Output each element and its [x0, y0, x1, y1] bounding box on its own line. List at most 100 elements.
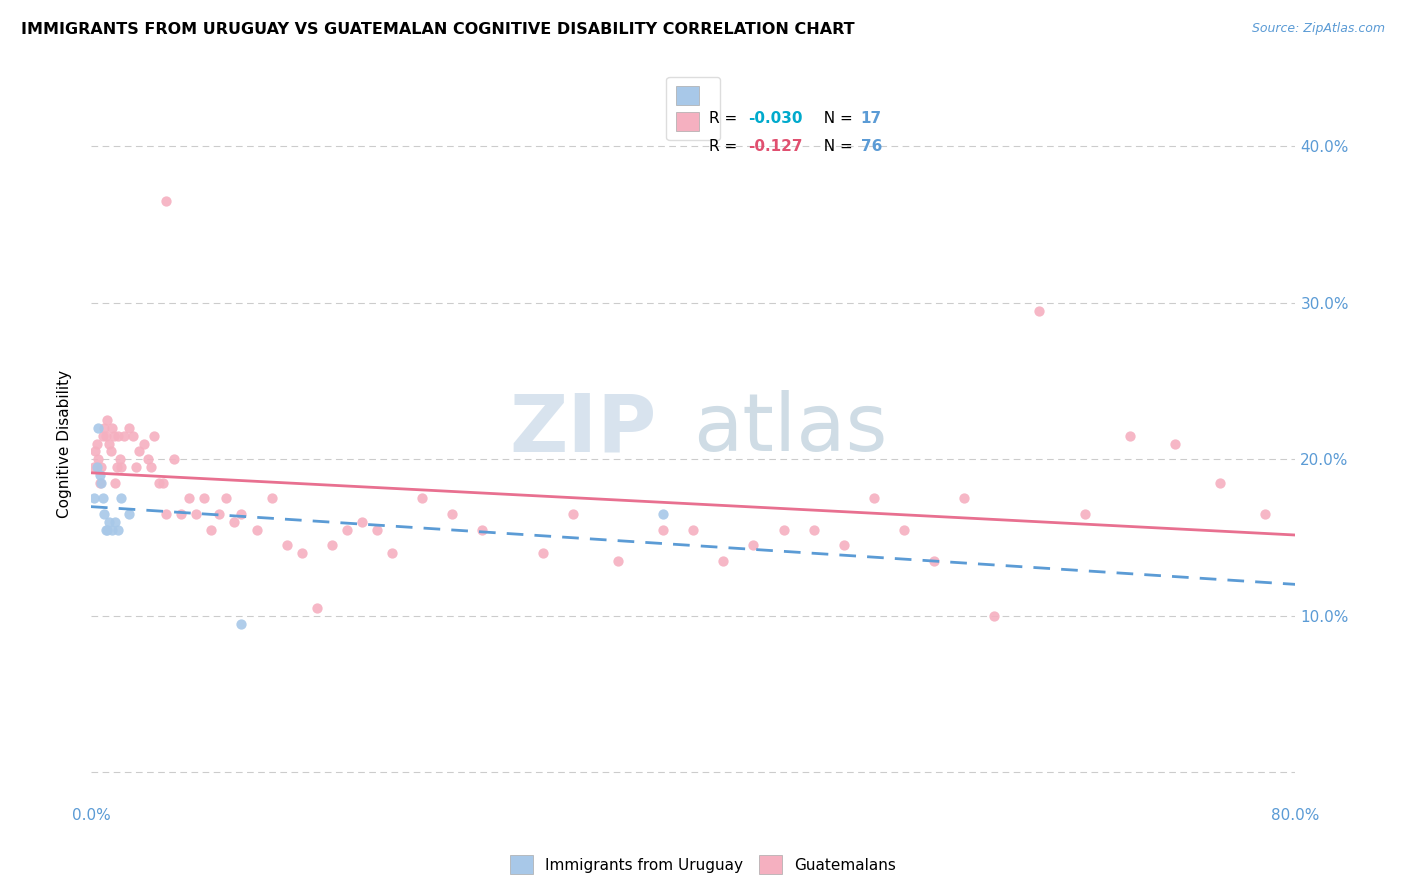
Text: IMMIGRANTS FROM URUGUAY VS GUATEMALAN COGNITIVE DISABILITY CORRELATION CHART: IMMIGRANTS FROM URUGUAY VS GUATEMALAN CO…	[21, 22, 855, 37]
Point	[91, 429, 114, 443]
Point	[141, 460, 163, 475]
Text: -0.030: -0.030	[748, 112, 803, 126]
Point	[953, 491, 976, 506]
Point	[321, 538, 343, 552]
Point	[276, 538, 298, 552]
Point	[98, 436, 121, 450]
Point	[105, 460, 128, 475]
Point	[350, 515, 373, 529]
Point	[336, 523, 359, 537]
Point	[103, 429, 125, 443]
Point	[1028, 303, 1050, 318]
Point	[143, 429, 166, 443]
Point	[86, 460, 108, 475]
Point	[305, 601, 328, 615]
Point	[90, 460, 112, 475]
Point	[117, 421, 139, 435]
Point	[83, 460, 105, 475]
Point	[922, 554, 945, 568]
Point	[98, 515, 121, 529]
Point	[561, 507, 583, 521]
Point	[136, 452, 159, 467]
Point	[606, 554, 628, 568]
Text: atlas: atlas	[693, 390, 887, 468]
Text: Source: ZipAtlas.com: Source: ZipAtlas.com	[1251, 22, 1385, 36]
Point	[893, 523, 915, 537]
Point	[155, 194, 177, 208]
Legend: Immigrants from Uruguay, Guatemalans: Immigrants from Uruguay, Guatemalans	[505, 849, 901, 880]
Point	[87, 421, 110, 435]
Point	[222, 515, 245, 529]
Point	[682, 523, 704, 537]
Point	[107, 429, 129, 443]
Point	[128, 444, 150, 458]
Point	[381, 546, 404, 560]
Point	[89, 475, 111, 490]
Point	[104, 515, 127, 529]
Point	[132, 436, 155, 450]
Text: 17: 17	[860, 112, 882, 126]
Point	[148, 475, 170, 490]
Point	[117, 507, 139, 521]
Point	[260, 491, 283, 506]
Point	[177, 491, 200, 506]
Point	[652, 507, 675, 521]
Point	[1254, 507, 1277, 521]
Point	[170, 507, 193, 521]
Point	[96, 523, 118, 537]
Point	[163, 452, 186, 467]
Point	[84, 444, 107, 458]
Point	[87, 452, 110, 467]
Point	[186, 507, 208, 521]
Text: R =: R =	[709, 139, 747, 154]
Point	[86, 436, 108, 450]
Text: N =: N =	[814, 112, 858, 126]
Point	[200, 523, 222, 537]
Point	[1119, 429, 1142, 443]
Point	[245, 523, 267, 537]
Point	[101, 523, 124, 537]
Point	[1164, 436, 1187, 450]
Point	[291, 546, 314, 560]
Point	[531, 546, 554, 560]
Point	[107, 523, 129, 537]
Point	[100, 444, 122, 458]
Point	[155, 507, 177, 521]
Point	[152, 475, 174, 490]
Y-axis label: Cognitive Disability: Cognitive Disability	[58, 369, 72, 517]
Point	[983, 608, 1005, 623]
Point	[108, 452, 131, 467]
Point	[125, 460, 148, 475]
Point	[90, 475, 112, 490]
Point	[772, 523, 794, 537]
Point	[83, 491, 105, 506]
Text: ZIP: ZIP	[510, 390, 657, 468]
Point	[803, 523, 825, 537]
Point	[208, 507, 231, 521]
Point	[112, 429, 135, 443]
Point	[91, 491, 114, 506]
Point	[89, 467, 111, 482]
Point	[122, 429, 145, 443]
Text: 76: 76	[860, 139, 882, 154]
Point	[863, 491, 886, 506]
Point	[231, 616, 253, 631]
Point	[193, 491, 215, 506]
Text: N =: N =	[814, 139, 858, 154]
Point	[231, 507, 253, 521]
Point	[104, 475, 127, 490]
Point	[96, 413, 118, 427]
Point	[94, 523, 117, 537]
Point	[110, 491, 132, 506]
Point	[742, 538, 765, 552]
Point	[471, 523, 494, 537]
Text: -0.127: -0.127	[748, 139, 803, 154]
Point	[652, 523, 675, 537]
Point	[215, 491, 238, 506]
Point	[101, 421, 124, 435]
Point	[1209, 475, 1232, 490]
Point	[411, 491, 433, 506]
Point	[711, 554, 734, 568]
Point	[441, 507, 464, 521]
Point	[366, 523, 388, 537]
